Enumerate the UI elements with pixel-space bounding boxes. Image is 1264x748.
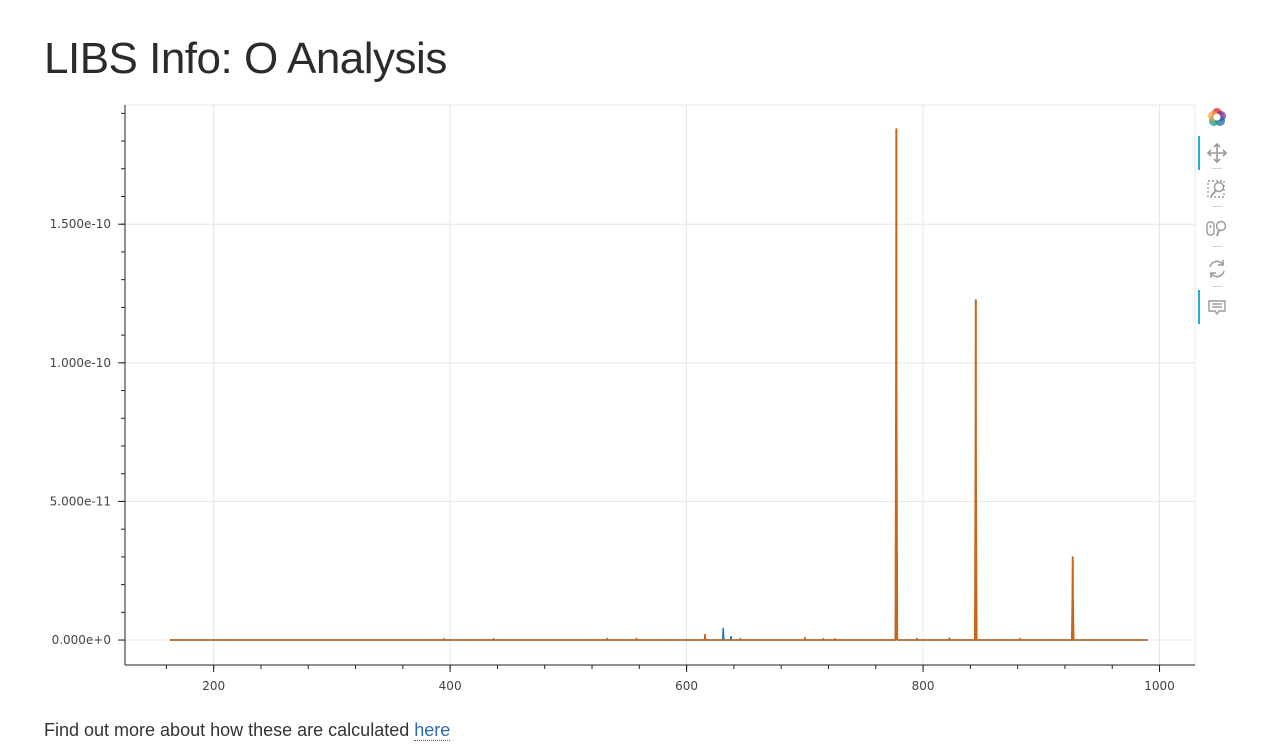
plot-frame bbox=[124, 104, 1196, 666]
y-tick-label: 1.500e-10 bbox=[50, 217, 111, 231]
reset-tool-icon[interactable] bbox=[1198, 252, 1234, 284]
page-title: LIBS Info: O Analysis bbox=[44, 34, 447, 83]
hover-tool-icon[interactable] bbox=[1198, 290, 1234, 324]
y-tick-label: 1.000e-10 bbox=[50, 356, 111, 370]
x-tick-label: 400 bbox=[439, 679, 462, 693]
box-zoom-tool-icon[interactable] bbox=[1198, 172, 1234, 204]
toolbar-separator bbox=[1212, 246, 1222, 247]
series-line bbox=[169, 128, 1148, 641]
y-tick-label: 0.000e+0 bbox=[52, 633, 111, 647]
x-tick-label: 1000 bbox=[1144, 679, 1175, 693]
pan-tool-icon[interactable] bbox=[1198, 136, 1234, 170]
toolbar-separator bbox=[1212, 168, 1222, 169]
bokeh-logo-icon[interactable] bbox=[1198, 100, 1234, 132]
toolbar-separator bbox=[1212, 286, 1222, 287]
wheel-zoom-tool-icon[interactable] bbox=[1198, 212, 1234, 244]
footer-text: Find out more about how these are calcul… bbox=[44, 720, 415, 740]
x-tick-label: 800 bbox=[912, 679, 935, 693]
toolbar-separator bbox=[1212, 206, 1222, 207]
x-tick-label: 600 bbox=[675, 679, 698, 693]
x-tick-label: 200 bbox=[202, 679, 225, 693]
footer-note: Find out more about how these are calcul… bbox=[44, 720, 451, 741]
calculation-info-link[interactable]: here bbox=[414, 720, 451, 741]
axes: 200 400 600 800 1000 0.000e+0 5.000e-11 1.000e-… bbox=[50, 105, 1195, 693]
y-tick-label: 5.000e-11 bbox=[50, 494, 111, 508]
series-layer bbox=[169, 128, 1148, 641]
